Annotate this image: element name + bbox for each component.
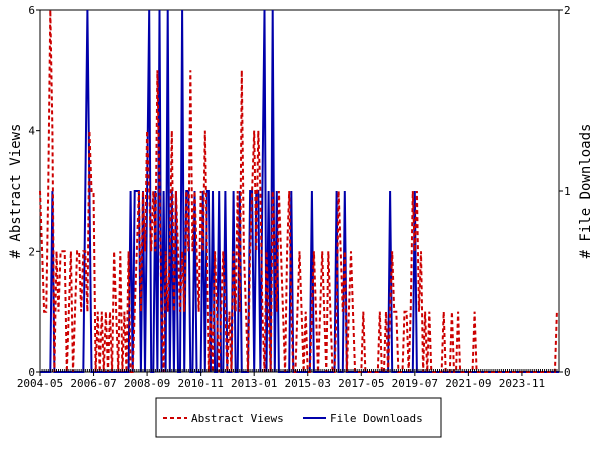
legend-box xyxy=(155,397,442,438)
axis-layer: 2004-05 2006-07 2008-09 2010-11 2013-01 2015-… xyxy=(17,4,571,390)
x-tick-label: 2010-11 xyxy=(177,377,223,390)
y-left-tick-label: 2 xyxy=(28,245,35,258)
right-axis-title: # File Downloads xyxy=(578,124,594,259)
legend-label-abstract-views: Abstract Views xyxy=(191,412,284,425)
y-left-tick-label: 0 xyxy=(28,366,35,379)
series-line-abstract-views xyxy=(39,9,559,373)
plot-area-frame xyxy=(39,9,560,373)
y-left-tick-label: 4 xyxy=(28,125,35,138)
y-left-tick-label: 6 xyxy=(28,4,35,17)
x-tick-label: 2013-01 xyxy=(231,377,277,390)
x-tick-label: 2023-11 xyxy=(499,377,545,390)
legend-label-file-downloads: File Downloads xyxy=(330,412,423,425)
y-right-tick-label: 2 xyxy=(564,4,571,17)
x-tick-label: 2008-09 xyxy=(124,377,170,390)
x-tick-label: 2015-03 xyxy=(285,377,331,390)
x-tick-label: 2006-07 xyxy=(70,377,116,390)
y-right-tick-label: 0 xyxy=(564,366,571,379)
x-tick-label: 2017-05 xyxy=(338,377,384,390)
y-right-tick-label: 1 xyxy=(564,185,571,198)
x-tick-label: 2004-05 xyxy=(17,377,63,390)
x-tick-label: 2021-09 xyxy=(445,377,491,390)
x-tick-label: 2019-07 xyxy=(392,377,438,390)
left-axis-title: # Abstract Views xyxy=(8,124,24,259)
legend: Abstract Views File Downloads xyxy=(155,397,442,438)
